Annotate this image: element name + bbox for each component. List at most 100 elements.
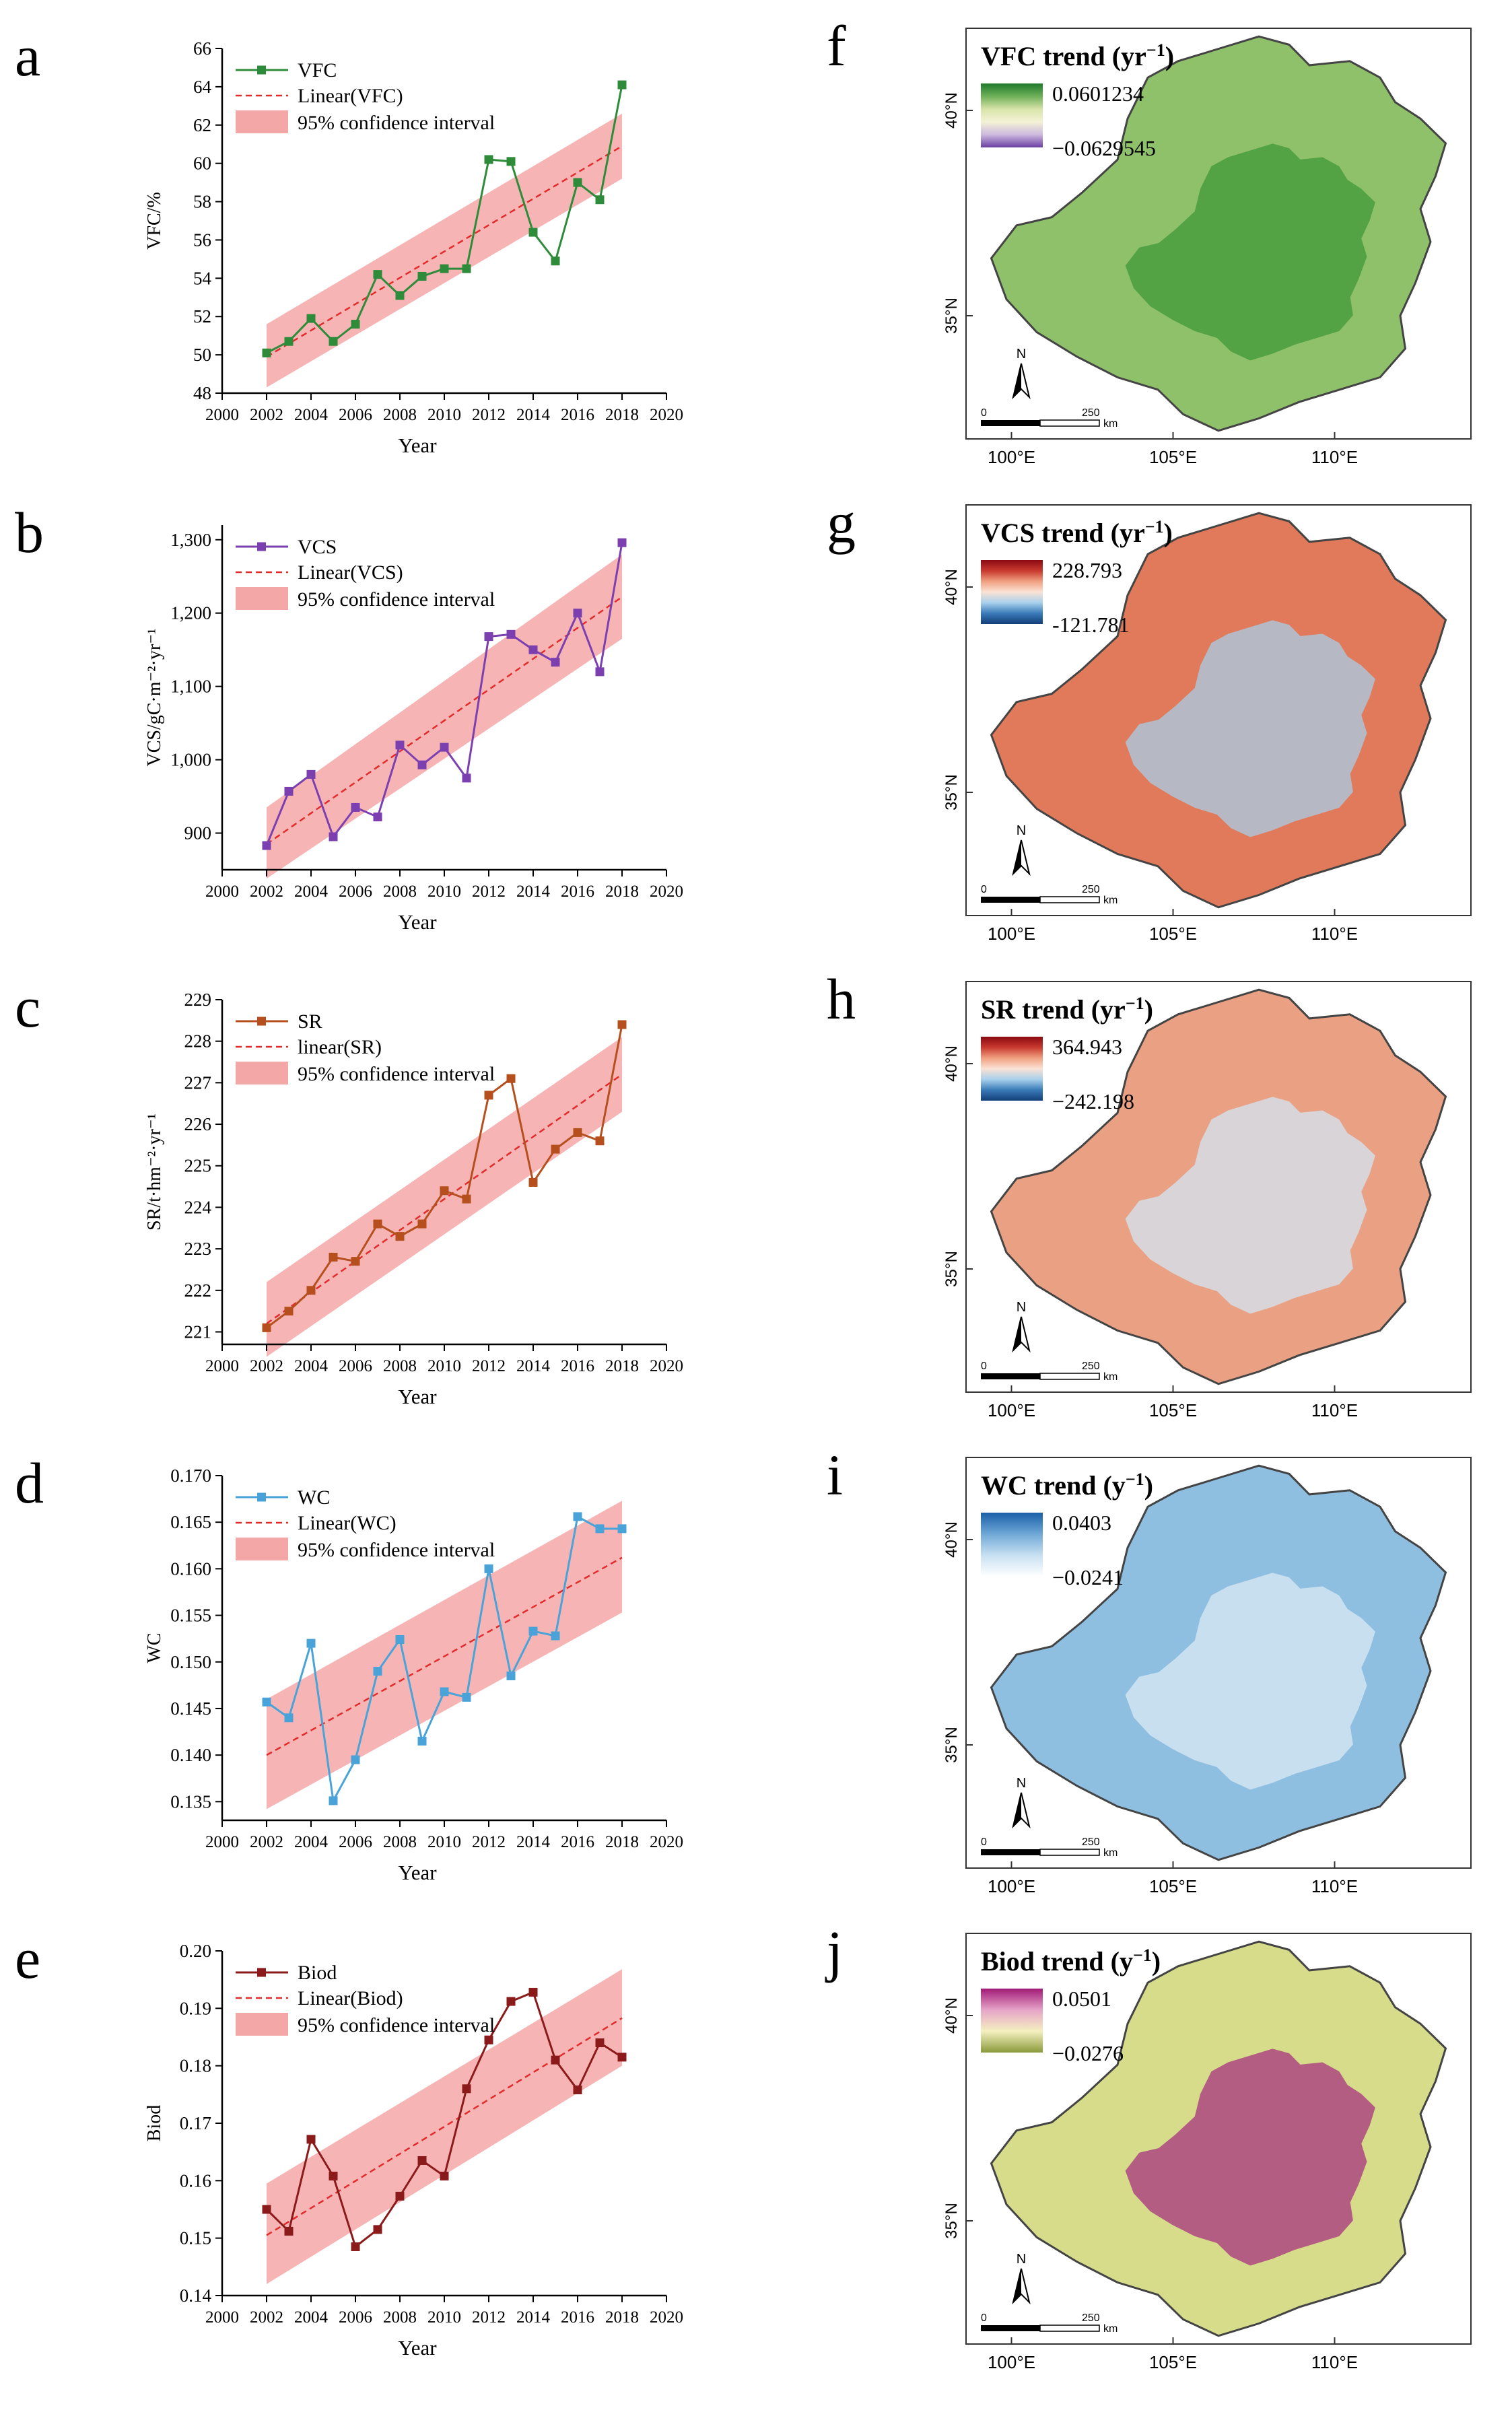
data-point-a <box>417 271 427 281</box>
legend-colorbar-h <box>981 1037 1043 1101</box>
data-point-a <box>351 320 360 329</box>
scale-bar-white-i <box>1039 1849 1100 1856</box>
lon-label-i: 110°E <box>1311 1876 1358 1896</box>
fit-line-d <box>266 1556 623 1756</box>
legend-ci-label-d: 95% confidence interval <box>298 1539 495 1561</box>
map-panel-h: h SR trend (yr−1) 364.943 −242.198 40°N 35°N 1… <box>827 967 1472 1420</box>
x-tick-label-b: 2004 <box>294 883 329 901</box>
y-axis-label-a: VFC/% <box>144 192 165 250</box>
y-tick-label-e: 0.15 <box>180 2228 211 2248</box>
legend-min-label-g: -121.781 <box>1052 613 1130 637</box>
data-point-e <box>351 2242 360 2251</box>
data-point-a <box>484 155 493 164</box>
legend-colorbar-g <box>981 560 1043 624</box>
data-point-d <box>284 1713 294 1723</box>
y-tick-label-a: 52 <box>193 306 211 326</box>
chart-panel-e: e 2000 2002 2004 2006 2008 2010 2012 2014 2016 201… <box>15 1926 683 2360</box>
data-point-a <box>506 157 516 166</box>
data-point-c <box>484 1091 493 1100</box>
scale-unit-label-j: km <box>1103 2323 1118 2335</box>
scale-bar-black-h <box>981 1373 1040 1379</box>
legend-min-label-i: −0.0241 <box>1052 1565 1124 1589</box>
lon-label-i: 100°E <box>988 1876 1035 1896</box>
x-tick-label-c: 2014 <box>516 1357 551 1375</box>
lon-label-g: 100°E <box>988 924 1035 944</box>
data-point-c <box>373 1219 382 1229</box>
data-point-d <box>484 1564 493 1573</box>
x-tick-label-d: 2006 <box>339 1833 372 1851</box>
scale-bar-black-f <box>981 420 1040 426</box>
y-tick-label-e: 0.18 <box>180 2056 211 2076</box>
data-point-a <box>306 314 316 323</box>
x-tick-label-d: 2010 <box>427 1833 461 1851</box>
x-tick-label-a: 2004 <box>294 406 329 424</box>
x-axis-label-b: Year <box>398 910 437 934</box>
x-tick-label-c: 2008 <box>383 1357 417 1375</box>
data-point-c <box>395 1232 405 1241</box>
legend-colorbar-f <box>981 83 1043 147</box>
data-point-d <box>617 1524 627 1534</box>
x-tick-label-a: 2018 <box>605 406 639 424</box>
map-title-i: WC trend (y−1) <box>981 1470 1153 1501</box>
data-point-e <box>417 2156 427 2165</box>
y-tick-label-a: 58 <box>193 192 211 212</box>
chart-panel-b: b 2000 2002 2004 2006 2008 2010 2012 2014 2016 201… <box>15 500 683 934</box>
data-point-e <box>573 2086 582 2095</box>
data-point-b <box>284 786 294 796</box>
legend-ci-swatch-a <box>236 110 288 133</box>
y-tick-label-d: 0.165 <box>170 1512 211 1532</box>
x-tick-label-d: 2000 <box>205 1833 239 1851</box>
x-tick-label-e: 2008 <box>383 2308 417 2327</box>
x-tick-label-d: 2016 <box>561 1833 594 1851</box>
y-tick-label-e: 0.19 <box>180 1998 211 2018</box>
map-title-close-i: ) <box>1144 1470 1153 1501</box>
data-point-d <box>329 1796 338 1805</box>
panel-letter-i: i <box>827 1443 843 1507</box>
region-core-j <box>1125 2048 1375 2266</box>
scale-unit-label-g: km <box>1103 895 1118 906</box>
legend-min-label-h: −242.198 <box>1052 1089 1134 1113</box>
x-tick-label-a: 2002 <box>250 406 283 424</box>
y-tick-label-a: 56 <box>193 230 211 250</box>
map-panel-g: g VCS trend (yr−1) 228.793 -121.781 40°N 35°N… <box>827 490 1472 944</box>
x-tick-label-a: 2000 <box>205 406 239 424</box>
x-tick-label-c: 2010 <box>427 1357 461 1375</box>
data-point-b <box>373 813 382 822</box>
data-point-d <box>351 1755 360 1764</box>
data-point-e <box>373 2225 382 2234</box>
lon-label-h: 100°E <box>988 1400 1035 1420</box>
y-tick-label-d: 0.140 <box>170 1745 211 1765</box>
data-point-e <box>306 2135 316 2144</box>
y-tick-label-b: 900 <box>184 823 212 844</box>
legend-max-label-h: 364.943 <box>1052 1035 1122 1059</box>
x-tick-label-d: 2008 <box>383 1833 417 1851</box>
y-tick-label-c: 225 <box>184 1156 212 1176</box>
x-tick-label-c: 2016 <box>561 1357 594 1375</box>
data-point-b <box>306 769 316 779</box>
scale-unit-label-h: km <box>1103 1371 1118 1383</box>
legend-series-marker-c <box>257 1017 266 1026</box>
legend-ci-label-a: 95% confidence interval <box>298 112 495 134</box>
legend-ci-swatch-c <box>236 1062 288 1084</box>
scale-zero-label-j: 0 <box>981 2312 987 2324</box>
north-label-g: N <box>1017 823 1026 838</box>
legend-ci-label-e: 95% confidence interval <box>298 2014 495 2036</box>
map-title-sup-j: −1 <box>1133 1946 1152 1965</box>
x-tick-label-c: 2020 <box>650 1357 683 1375</box>
legend-fit-label-c: linear(SR) <box>298 1036 382 1058</box>
data-point-e <box>262 2205 271 2214</box>
north-arrow-fill-i <box>1013 1793 1021 1826</box>
legend-series-label-a: VFC <box>298 59 337 81</box>
lon-label-f: 105°E <box>1149 447 1197 467</box>
scale-unit-label-f: km <box>1103 418 1118 429</box>
x-tick-label-d: 2012 <box>472 1833 506 1851</box>
north-label-f: N <box>1017 347 1026 362</box>
y-tick-label-c: 224 <box>184 1197 212 1217</box>
fit-line-a <box>266 145 623 358</box>
data-point-c <box>617 1020 627 1029</box>
x-tick-label-b: 2008 <box>383 883 417 901</box>
legend-ci-swatch-d <box>236 1538 288 1560</box>
y-tick-label-a: 60 <box>193 153 211 174</box>
scale-zero-label-g: 0 <box>981 884 987 895</box>
x-tick-label-a: 2020 <box>650 406 683 424</box>
